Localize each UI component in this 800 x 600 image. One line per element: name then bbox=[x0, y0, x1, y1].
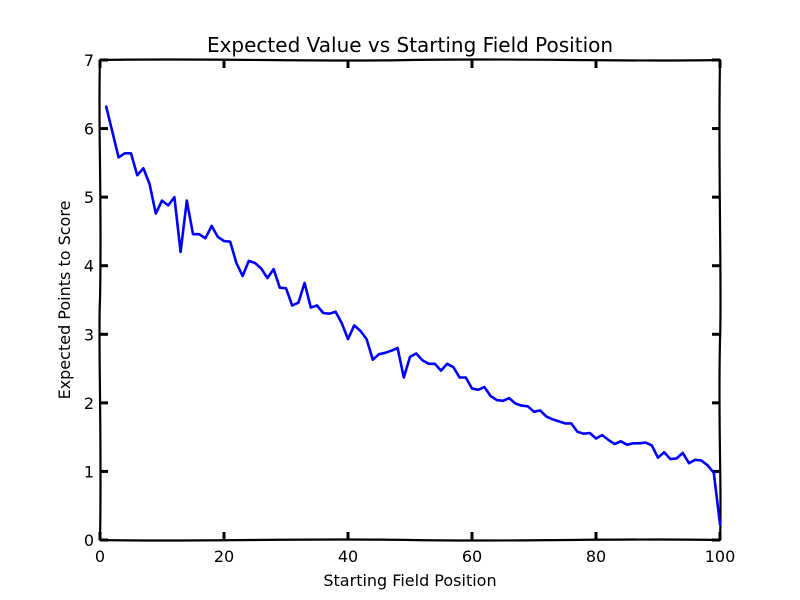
x-tick-label: 100 bbox=[705, 547, 736, 566]
chart-title: Expected Value vs Starting Field Positio… bbox=[207, 33, 613, 57]
y-tick-label: 1 bbox=[84, 462, 94, 481]
series-line bbox=[104, 105, 722, 526]
y-tick-label: 6 bbox=[84, 120, 94, 139]
y-axis-label: Expected Points to Score bbox=[55, 201, 74, 400]
x-tick-label: 20 bbox=[214, 547, 234, 566]
y-tick-label: 3 bbox=[84, 325, 94, 344]
tick-labels: 0 20 40 60 80 100 0 1 2 3 4 5 6 7 bbox=[84, 51, 735, 566]
y-tick-label: 4 bbox=[84, 257, 94, 276]
x-axis-label: Starting Field Position bbox=[323, 571, 496, 590]
x-tick-label: 60 bbox=[462, 547, 482, 566]
x-tick-label: 0 bbox=[95, 547, 105, 566]
y-tick-label: 5 bbox=[84, 188, 94, 207]
x-tick-label: 40 bbox=[338, 547, 358, 566]
plot-frame bbox=[98, 58, 722, 542]
data-series bbox=[104, 105, 722, 526]
y-tick-label: 2 bbox=[84, 394, 94, 413]
y-tick-label: 7 bbox=[84, 51, 94, 70]
x-tick-label: 80 bbox=[586, 547, 606, 566]
axis-ticks bbox=[98, 58, 722, 542]
y-tick-label: 0 bbox=[84, 531, 94, 550]
